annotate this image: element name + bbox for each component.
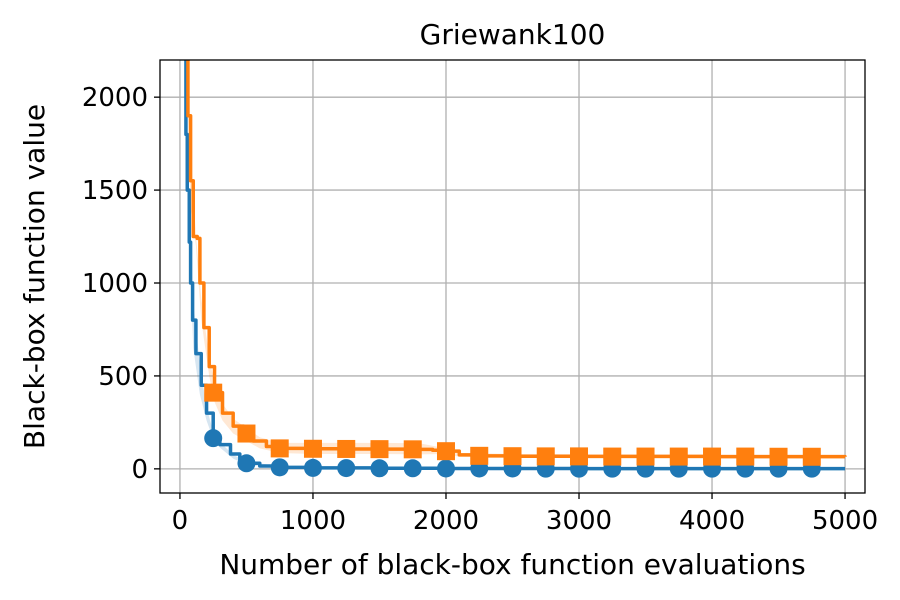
series-0-marker <box>270 458 289 477</box>
series-1-marker <box>536 447 555 466</box>
series-0-marker <box>337 459 356 478</box>
series-1-marker <box>802 447 821 466</box>
series-1-marker <box>669 447 688 466</box>
series-1-marker <box>237 424 256 443</box>
plot-area <box>184 60 847 478</box>
y-tick-label: 1000 <box>82 269 148 299</box>
series-1-marker <box>503 447 522 466</box>
series-1-marker <box>370 440 389 459</box>
y-tick-label: 0 <box>131 455 148 485</box>
series-0-marker <box>204 429 223 448</box>
series-0-marker <box>303 458 322 477</box>
series-1-marker <box>470 446 489 465</box>
series-1-marker <box>337 439 356 458</box>
series-1-marker <box>436 442 455 461</box>
series-0-marker <box>370 459 389 478</box>
grid <box>160 60 865 493</box>
series-1-marker <box>736 447 755 466</box>
series-1-marker <box>603 447 622 466</box>
x-tick-label: 4000 <box>679 506 745 536</box>
series-1-line <box>186 60 847 459</box>
y-tick-label: 1500 <box>82 176 148 206</box>
x-tick-label: 5000 <box>812 506 878 536</box>
series-1-marker <box>303 439 322 458</box>
series-0-marker <box>436 459 455 478</box>
y-tick-label: 2000 <box>82 83 148 113</box>
x-tick-label: 3000 <box>546 506 612 536</box>
series-0-marker <box>237 454 256 473</box>
series-1-marker <box>769 447 788 466</box>
series-1-marker <box>703 447 722 466</box>
x-axis-title: Number of black-box function evaluations <box>219 548 805 581</box>
y-axis-title: Black-box function value <box>18 104 51 449</box>
series-0-line <box>184 60 846 471</box>
series-1-marker <box>204 383 223 402</box>
series-0-marker <box>403 459 422 478</box>
series-1-marker <box>270 439 289 458</box>
y-tick-label: 500 <box>98 362 148 392</box>
series-1-marker <box>570 447 589 466</box>
axis-ticks: 0 1000 2000 3000 4000 5000 0 500 1000 1500 2000 <box>82 83 878 536</box>
series-1-band <box>186 60 846 459</box>
series-1-marker <box>403 440 422 459</box>
plot-frame <box>159 59 866 494</box>
x-tick-label: 1000 <box>280 506 346 536</box>
series-1-marker <box>636 447 655 466</box>
chart-title: Griewank100 <box>420 18 606 51</box>
series-0-band <box>185 60 846 469</box>
x-tick-label: 0 <box>172 506 189 536</box>
x-tick-label: 2000 <box>413 506 479 536</box>
